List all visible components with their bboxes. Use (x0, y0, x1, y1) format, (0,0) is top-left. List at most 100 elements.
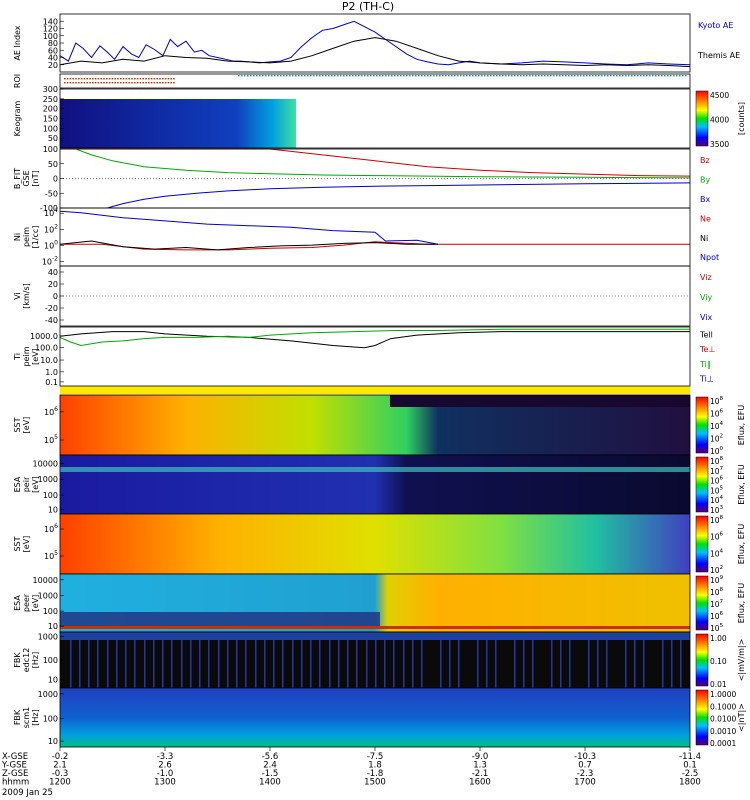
fbk1-spike (107, 640, 109, 688)
keogram-yticklabel-3: 200 (43, 105, 58, 114)
roi-mark (94, 82, 97, 84)
date-label: 2009 Jan 25 (2, 788, 53, 798)
vi-yticklabel-1: -20 (45, 304, 58, 313)
roi-mark (403, 75, 405, 77)
roi-mark (167, 82, 170, 84)
bfit-yticklabel-3: 50 (48, 160, 58, 169)
roi-mark (442, 75, 444, 77)
xaxis-value-6-1: 0.1 (683, 761, 697, 771)
fbk1-spike (366, 640, 368, 688)
fbk1-spike (412, 640, 414, 688)
roi-mark (128, 82, 130, 84)
fbk1-spike (440, 640, 442, 688)
roi-mark (292, 75, 294, 77)
esa1-yticklabel-0: 10000 (33, 459, 58, 468)
ni-series-2 (59, 210, 439, 245)
roi-mark (661, 75, 663, 77)
roi-mark (622, 75, 624, 77)
ti-legend-1: Te⊥ (699, 345, 715, 354)
fbk1-spike (588, 640, 590, 688)
xaxis-value-1-3: 1300 (154, 778, 176, 788)
xaxis-value-2-1: 2.4 (263, 761, 277, 771)
fbk1-spike (421, 640, 423, 688)
roi-mark (526, 75, 528, 77)
ae-yticklabel-5: 120 (43, 25, 58, 34)
roi-mark (131, 82, 133, 84)
roi-mark (331, 75, 333, 77)
sst1-cbtick-1: 106 (710, 409, 724, 419)
fbk1-spike (643, 640, 645, 688)
roi-mark (637, 75, 639, 77)
roi-mark (544, 75, 546, 77)
fbk1-spike (97, 640, 99, 688)
vi-ylabel-0: Vi (13, 292, 22, 300)
esa1-ylabel-2: [eV] (31, 476, 40, 493)
roi-mark (436, 75, 438, 77)
ae-legend-0: Kyoto AE (698, 21, 733, 30)
roi-mark (289, 75, 291, 77)
keogram-yticklabel-4: 250 (43, 95, 58, 104)
roi-mark (106, 82, 108, 84)
fbk2-cbtick-4: 0.0001 (710, 739, 736, 748)
roi-mark (643, 75, 645, 77)
roi-mark (586, 75, 588, 77)
fbk1-spike (458, 640, 460, 688)
fbk1-spike (245, 640, 247, 688)
esa1-image (60, 455, 690, 514)
roi-mark (159, 78, 161, 80)
roi-mark (340, 75, 342, 77)
ti-yticklabel-2: 10.0 (40, 356, 58, 365)
bfit-yticklabel-2: 0 (53, 175, 58, 184)
fbk2-cbtick-1: 0.1000 (710, 702, 736, 711)
xaxis-value-4-1: 1.3 (473, 761, 487, 771)
ti-yticklabel-3: 1.0 (45, 368, 58, 377)
esa2-cbtick-2: 107 (710, 599, 724, 609)
roi-mark (388, 75, 390, 77)
esa1-cbtick-2: 106 (710, 476, 724, 486)
sst1-cbtick-0: 108 (710, 396, 724, 406)
roi-mark (634, 75, 636, 77)
roi-mark (463, 75, 465, 77)
roi-mark (78, 82, 80, 84)
xaxis-value-2-0: -5.6 (262, 752, 279, 762)
xaxis-value-6-3: 1800 (679, 778, 701, 788)
xaxis-rowlabel-1: Y-GSE (1, 761, 27, 771)
sst2-cbtick-3: 102 (710, 565, 723, 575)
fbk1-spike (347, 640, 349, 688)
roi-mark (274, 75, 276, 77)
roi-mark (409, 75, 411, 77)
roi-mark (145, 82, 147, 84)
bfit-ylabel-0: B_FIT (13, 168, 22, 189)
ti-yticklabel-0: 1000.0 (30, 332, 58, 341)
fbk1-spike (606, 640, 608, 688)
fbk1-ylabel-2: [Hz] (31, 652, 40, 668)
roi-mark (122, 82, 125, 84)
roi-mark (445, 75, 447, 77)
roi-mark (475, 75, 477, 77)
roi-mark (128, 78, 130, 80)
roi-mark (108, 78, 111, 80)
roi-mark (649, 75, 651, 77)
keogram-cbtick-2: 3500 (710, 140, 729, 149)
roi-mark (391, 75, 393, 77)
fbk2-cbtick-2: 0.0100 (710, 715, 736, 724)
roi-mark (373, 75, 375, 77)
ni-ylabel-2: [1/cc] (31, 226, 40, 249)
roi-mark (319, 75, 321, 77)
vi-yticklabel-2: 0 (53, 292, 58, 301)
roi-mark (92, 78, 94, 80)
roi-mark (559, 75, 561, 77)
xaxis-value-1-2: -1.0 (157, 769, 174, 779)
roi-mark (316, 75, 318, 77)
fbk1-spike (319, 640, 321, 688)
ni-series-0 (60, 241, 690, 251)
roi-mark (117, 82, 119, 84)
ni-series-1 (59, 240, 438, 251)
fbk1-cblabel: <|mV/m|> (737, 639, 746, 682)
roi-mark (673, 75, 675, 77)
roi-mark (535, 75, 537, 77)
ni-yticklabel-0: 104 (44, 207, 58, 218)
roi-mark (451, 75, 453, 77)
